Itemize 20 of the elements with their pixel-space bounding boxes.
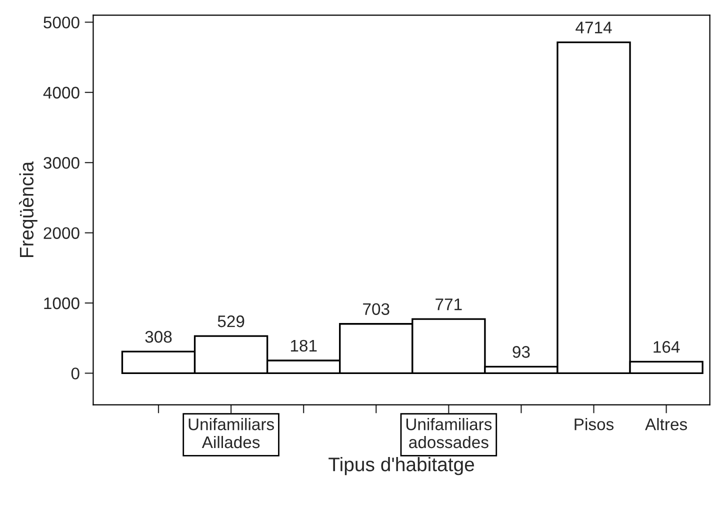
y-tick-label: 3000	[44, 157, 80, 169]
data-label: 771	[436, 298, 462, 310]
data-label: 4714	[576, 22, 612, 34]
x-tick-label: Unifamiliars adossades	[406, 418, 492, 448]
y-axis-title: Freqüència	[19, 161, 38, 258]
y-tick-label: 5000	[44, 16, 80, 28]
y-tick-label: 4000	[43, 86, 80, 99]
data-label: 181	[290, 340, 317, 352]
data-label: 529	[218, 315, 244, 328]
data-label: 308	[145, 330, 172, 343]
y-tick-label: 0	[71, 368, 80, 380]
y-tick-label: 2000	[44, 227, 80, 240]
x-tick-label: Altres	[645, 418, 688, 430]
x-tick-label: Pisos	[574, 418, 614, 430]
x-axis-title: Tipus d'habitatge	[328, 457, 474, 476]
data-label: 164	[654, 341, 680, 353]
data-label: 93	[512, 346, 530, 358]
y-tick-label: 1000	[44, 297, 80, 310]
x-tick-label: Unifamiliars Aillades	[188, 418, 274, 448]
data-label: 703	[363, 303, 390, 316]
